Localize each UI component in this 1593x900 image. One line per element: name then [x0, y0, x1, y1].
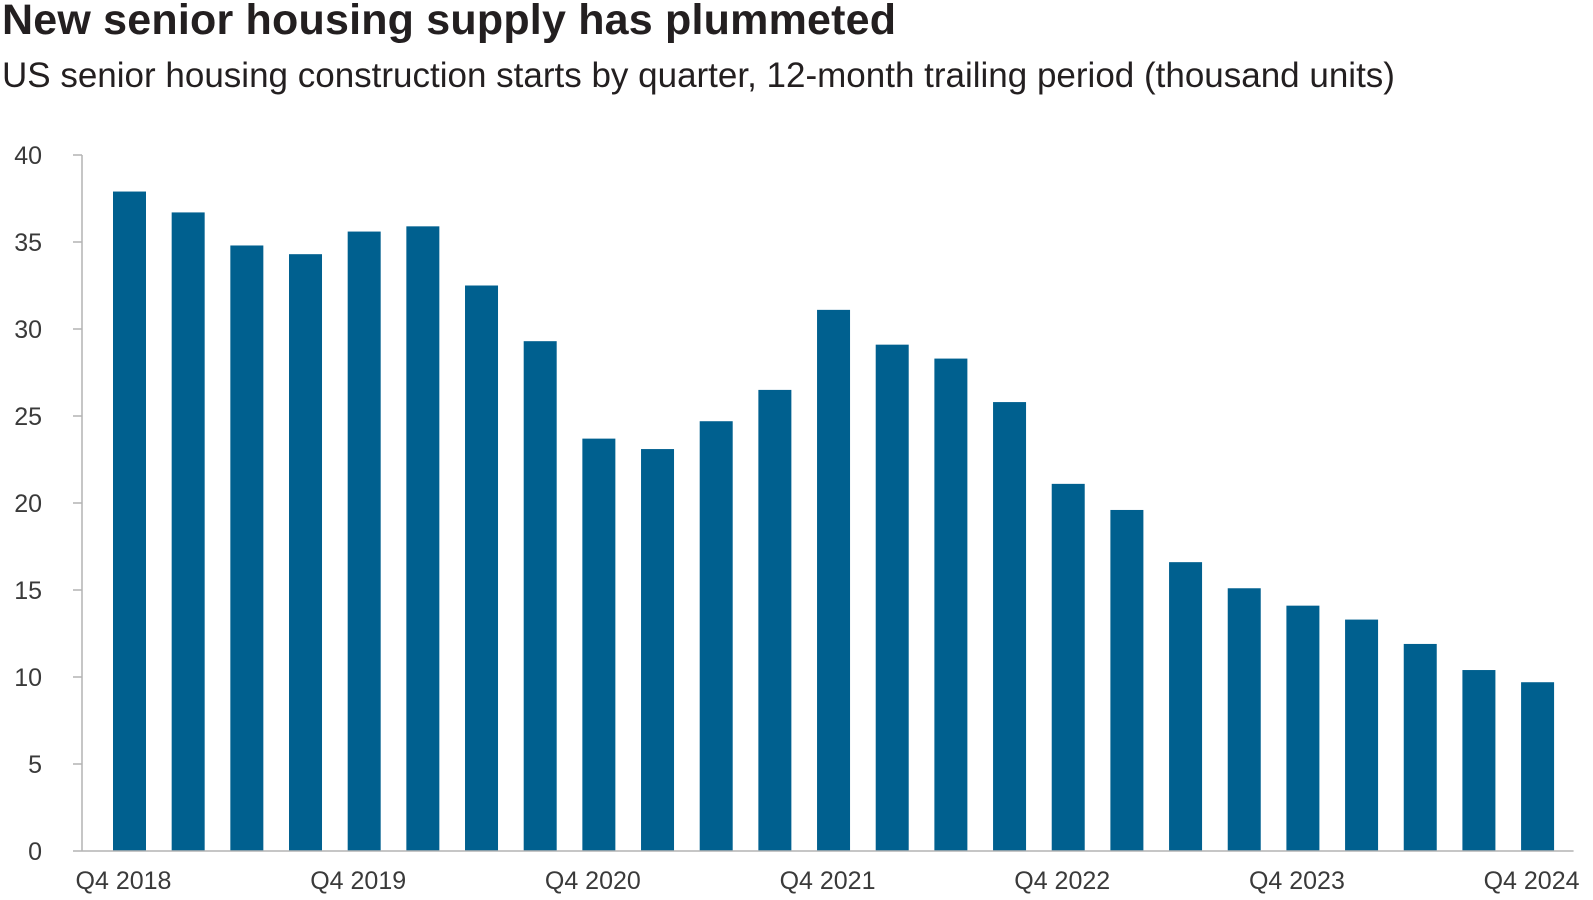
y-tick-label: 30 [14, 316, 42, 344]
x-tick-label: Q4 2020 [545, 867, 641, 895]
bar-q1-2021 [641, 449, 675, 851]
x-tick-label: Q4 2023 [1249, 867, 1345, 895]
bar-q2-2023 [1169, 562, 1203, 851]
bar-q1-2019 [171, 212, 205, 852]
bar-q3-2024 [1462, 670, 1496, 851]
bar-q1-2020 [406, 226, 440, 852]
bar-q4-2020 [582, 438, 616, 851]
y-tick-label: 35 [14, 229, 42, 257]
bar-q3-2019 [289, 254, 323, 851]
y-tick-label: 40 [14, 142, 42, 170]
y-tick-label: 15 [14, 577, 42, 605]
bar-q4-2024 [1521, 682, 1555, 851]
y-tick-label: 10 [14, 664, 42, 692]
bar-q3-2023 [1227, 588, 1261, 851]
bar-q1-2022 [875, 344, 909, 851]
chart-subtitle: US senior housing construction starts by… [2, 56, 1395, 95]
bar-q4-2023 [1286, 605, 1320, 851]
y-tick-label: 5 [28, 751, 42, 779]
bar-q2-2021 [699, 421, 733, 851]
x-tick-label: Q4 2022 [1014, 867, 1110, 895]
bar-q2-2024 [1403, 643, 1437, 851]
bar-q3-2022 [993, 402, 1027, 851]
bar-q4-2022 [1051, 483, 1085, 851]
bar-q1-2024 [1345, 619, 1379, 851]
y-tick-label: 20 [14, 490, 42, 518]
bar-q2-2019 [230, 245, 264, 852]
x-tick-label: Q4 2019 [310, 867, 406, 895]
bar-q4-2018 [113, 191, 146, 852]
y-tick-label: 0 [28, 838, 42, 866]
chart-title: New senior housing supply has plummeted [2, 0, 897, 44]
bar-q4-2019 [347, 231, 381, 851]
bar-q1-2023 [1110, 509, 1144, 851]
bar-q3-2020 [523, 341, 557, 851]
bar-q2-2022 [934, 358, 968, 851]
x-tick-label: Q4 2024 [1484, 867, 1580, 895]
bar-q3-2021 [758, 389, 792, 851]
x-tick-label: Q4 2018 [76, 867, 172, 895]
y-tick-label: 25 [14, 403, 42, 431]
bar-q2-2020 [465, 285, 499, 851]
x-tick-label: Q4 2021 [780, 867, 876, 895]
bar-q4-2021 [817, 309, 851, 851]
